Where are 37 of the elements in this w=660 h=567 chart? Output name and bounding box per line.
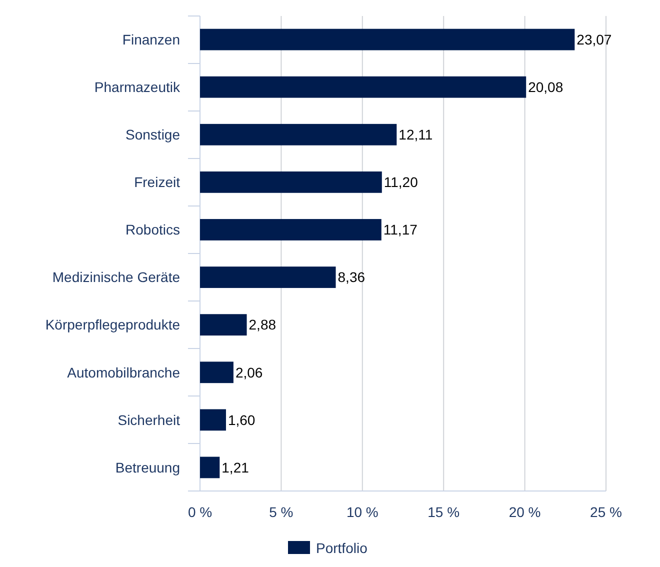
bar: [200, 219, 382, 240]
bar: [200, 456, 220, 478]
x-tick-label: 20 %: [508, 504, 541, 520]
bar: [200, 314, 247, 336]
y-tick-label: Automobilbranche: [67, 364, 180, 380]
y-tick-label: Sicherheit: [118, 412, 180, 428]
x-tick-label: 15 %: [428, 504, 460, 520]
y-tick-label: Betreuung: [115, 459, 180, 476]
y-tick-label: Medizinische Geräte: [52, 269, 180, 286]
text: 11,17: [383, 222, 418, 238]
x-tick-label: 5 %: [269, 504, 294, 520]
y-tick-label: Sonstige: [126, 126, 180, 143]
x-tick-label: 10 %: [346, 504, 378, 520]
text: 2,88: [248, 316, 276, 333]
text: 20,08: [528, 78, 564, 95]
bar: [200, 28, 575, 50]
text: 2,06: [235, 364, 263, 380]
text: 12,11: [398, 126, 433, 143]
text: 11,20: [384, 174, 418, 190]
y-tick-label: Körperpflegeprodukte: [45, 316, 180, 333]
text: 1,60: [228, 412, 256, 428]
y-tick-label: Finanzen: [122, 31, 180, 48]
text: 1,21: [222, 459, 249, 476]
y-tick-label: Robotics: [126, 222, 180, 238]
text: 23,07: [576, 31, 612, 48]
bar: [200, 171, 382, 193]
bar: [200, 124, 397, 146]
text: 8,36: [338, 269, 366, 286]
x-tick-label: 0 %: [188, 504, 212, 520]
y-tick-label: Pharmazeutik: [94, 78, 181, 95]
y-tick-label: Freizeit: [134, 174, 180, 190]
bar: [200, 409, 226, 431]
x-tick-label: 25 %: [590, 504, 622, 520]
bar: [200, 76, 526, 98]
bar: [200, 266, 336, 288]
legend-label: Portfolio: [316, 540, 368, 556]
bar: [200, 362, 234, 384]
